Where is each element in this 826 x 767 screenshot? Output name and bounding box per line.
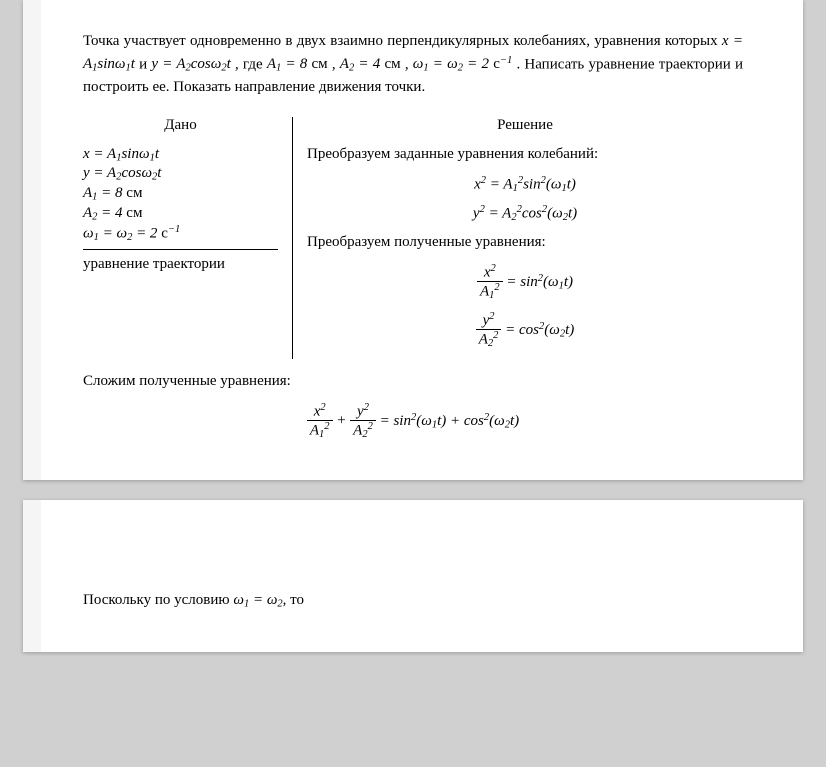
page-2: Поскольку по условию ω1 = ω2, то: [23, 500, 803, 652]
given-line-5: ω1 = ω2 = 2 с−1: [83, 224, 278, 243]
frac1-den: A12: [477, 282, 503, 301]
problem-omega: ω1 = ω2 = 2 с−1: [413, 56, 517, 72]
page2-line: Поскольку по условию ω1 = ω2, то: [83, 592, 743, 610]
problem-a2: A2 = 4 см: [340, 56, 405, 72]
given-line-2: y = A2cosω2t: [83, 165, 278, 183]
frac1-rhs: = sin2(ω1t): [506, 274, 573, 290]
frac2-num: y2: [476, 311, 502, 330]
solution-sum-eq: x2 A12 + y2 A22 = sin2(ω1t) + cos2(ω2t): [83, 402, 743, 440]
given-line-4: A2 = 4 см: [83, 205, 278, 223]
given-line-1: x = A1sinω1t: [83, 146, 278, 164]
problem-text-and: и: [139, 56, 151, 72]
solution-eq1: x2 = A12sin2(ω1t): [307, 175, 743, 194]
sep1: ,: [332, 56, 340, 72]
page-1: Точка участвует одновременно в двух взаи…: [23, 0, 803, 480]
sum-frac2-den: A22: [350, 421, 376, 440]
frac1-num: x2: [477, 263, 503, 282]
sum-rhs: = sin2(ω1t) + cos2(ω2t): [380, 413, 520, 429]
viewport: Точка участвует одновременно в двух взаи…: [0, 0, 826, 652]
sum-frac2-num: y2: [350, 402, 376, 421]
problem-text-where: , где: [235, 56, 267, 72]
page2-text-after: , то: [283, 592, 304, 608]
sep2: ,: [405, 56, 413, 72]
given-find: уравнение траектории: [83, 256, 278, 273]
given-heading: Дано: [83, 117, 278, 134]
solution-frac1: x2 A12 = sin2(ω1t): [307, 263, 743, 301]
given-separator: [83, 249, 278, 250]
problem-eq-y: y = A2cosω2t: [151, 56, 235, 72]
given-column: Дано x = A1sinω1t y = A2cosω2t A1 = 8 см…: [83, 117, 293, 360]
solution-transform: Преобразуем полученные уравнения:: [307, 234, 743, 251]
sum-frac1-num: x2: [307, 402, 333, 421]
given-line-3: A1 = 8 см: [83, 185, 278, 203]
sum-plus: +: [336, 413, 350, 429]
problem-a1: A1 = 8 см: [267, 56, 332, 72]
problem-statement: Точка участвует одновременно в двух взаи…: [83, 30, 743, 99]
given-solution-block: Дано x = A1sinω1t y = A2cosω2t A1 = 8 см…: [83, 117, 743, 360]
solution-column: Решение Преобразуем заданные уравнения к…: [293, 117, 743, 360]
problem-text-before: Точка участвует одновременно в двух взаи…: [83, 33, 722, 49]
solution-frac2: y2 A22 = cos2(ω2t): [307, 311, 743, 349]
solution-intro: Преобразуем заданные уравнения колебаний…: [307, 146, 743, 163]
page2-text-before: Поскольку по условию: [83, 592, 233, 608]
sum-frac1-den: A12: [307, 421, 333, 440]
frac2-den: A22: [476, 330, 502, 349]
solution-heading: Решение: [307, 117, 743, 134]
sum-text: Сложим полученные уравнения:: [83, 373, 743, 390]
page2-eq: ω1 = ω2: [233, 592, 282, 608]
frac2-rhs: = cos2(ω2t): [505, 322, 574, 338]
solution-eq2: y2 = A22cos2(ω2t): [307, 204, 743, 223]
